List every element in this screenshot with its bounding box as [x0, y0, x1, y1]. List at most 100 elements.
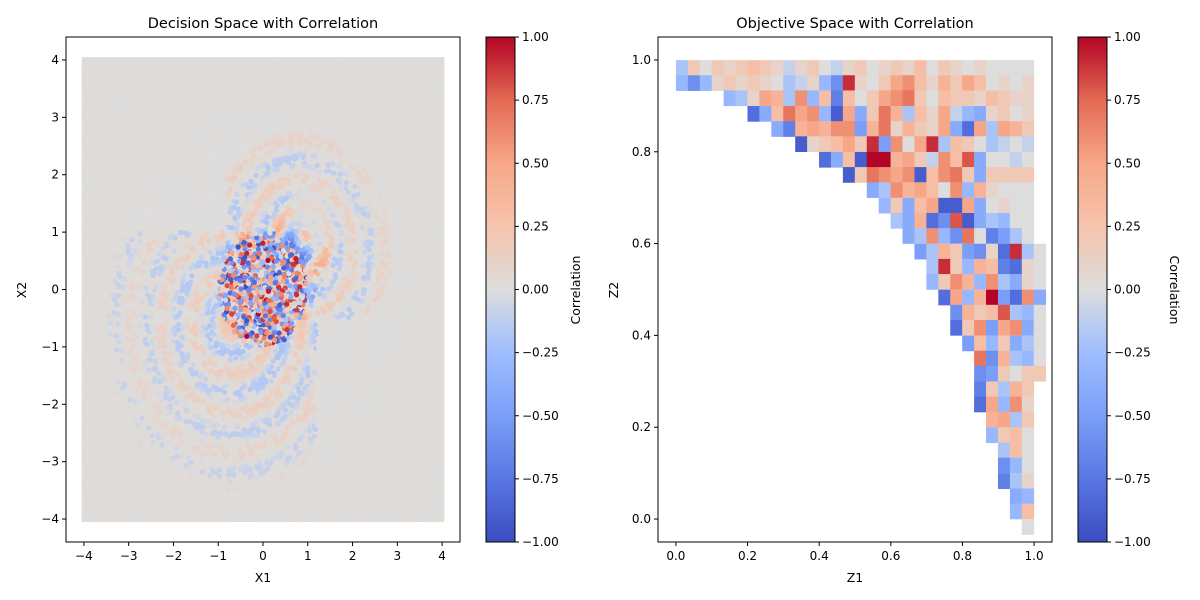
- scatter-point: [421, 153, 427, 159]
- scatter-point: [215, 206, 222, 212]
- scatter-point: [172, 356, 178, 362]
- scatter-point: [376, 322, 382, 328]
- scatter-point: [336, 266, 342, 272]
- scatter-point: [246, 217, 252, 223]
- scatter-point: [151, 296, 157, 302]
- scatter-point: [309, 183, 315, 189]
- scatter-point: [123, 237, 129, 243]
- scatter-point: [343, 206, 349, 212]
- scatter-point: [180, 57, 186, 63]
- scatter-point: [342, 80, 348, 86]
- scatter-point: [286, 159, 292, 165]
- scatter-point: [274, 443, 281, 449]
- scatter-point: [341, 429, 347, 435]
- scatter-point: [190, 192, 196, 199]
- scatter-point: [240, 97, 246, 103]
- scatter-point: [293, 58, 299, 64]
- scatter-point: [295, 385, 302, 392]
- scatter-point: [425, 177, 431, 183]
- scatter-point: [92, 507, 98, 513]
- scatter-point: [345, 189, 351, 195]
- scatter-point: [355, 268, 361, 274]
- scatter-point: [395, 308, 401, 314]
- scatter-point: [271, 455, 277, 461]
- scatter-point: [387, 169, 393, 176]
- scatter-point: [377, 447, 383, 453]
- scatter-point: [220, 480, 226, 486]
- scatter-point: [393, 514, 399, 520]
- scatter-point: [132, 418, 138, 425]
- scatter-point: [340, 267, 346, 273]
- scatter-point: [134, 162, 140, 168]
- scatter-point: [407, 321, 413, 327]
- scatter-point: [270, 114, 276, 120]
- scatter-point: [304, 332, 310, 339]
- scatter-point: [274, 125, 280, 131]
- scatter-point: [334, 351, 340, 357]
- scatter-point: [275, 88, 281, 94]
- scatter-point: [183, 257, 189, 263]
- scatter-point: [275, 388, 281, 394]
- scatter-point: [194, 75, 201, 81]
- scatter-point: [316, 291, 322, 297]
- scatter-point: [187, 81, 193, 87]
- scatter-point: [87, 371, 93, 377]
- scatter-point: [347, 508, 353, 514]
- scatter-point: [361, 360, 367, 366]
- scatter-point: [206, 302, 212, 308]
- scatter-point: [263, 379, 269, 385]
- scatter-point: [244, 333, 250, 339]
- scatter-point: [279, 243, 285, 249]
- scatter-point: [408, 387, 415, 393]
- scatter-point: [247, 483, 253, 489]
- scatter-point: [239, 355, 245, 361]
- scatter-point: [183, 210, 189, 217]
- scatter-point: [150, 208, 156, 214]
- scatter-point: [272, 108, 278, 114]
- scatter-point: [351, 332, 357, 339]
- scatter-point: [221, 221, 227, 228]
- scatter-point: [341, 70, 347, 76]
- scatter-point: [308, 263, 314, 269]
- scatter-point: [302, 194, 309, 200]
- scatter-point: [403, 324, 409, 330]
- scatter-point: [236, 377, 242, 383]
- scatter-point: [385, 462, 391, 468]
- scatter-point: [191, 391, 197, 397]
- scatter-point: [157, 221, 163, 227]
- scatter-point: [244, 73, 250, 79]
- scatter-point: [249, 124, 255, 131]
- scatter-point: [235, 221, 241, 227]
- scatter-point: [107, 261, 113, 267]
- scatter-point: [110, 82, 116, 88]
- scatter-point: [123, 459, 129, 465]
- scatter-point: [83, 479, 89, 485]
- scatter-point: [419, 383, 425, 389]
- scatter-point: [361, 82, 367, 88]
- scatter-point: [413, 378, 419, 384]
- scatter-point: [407, 271, 413, 277]
- scatter-point: [91, 274, 97, 281]
- scatter-point: [421, 290, 427, 296]
- scatter-point: [136, 208, 142, 214]
- scatter-point: [245, 108, 251, 114]
- scatter-point: [385, 268, 391, 274]
- scatter-point: [203, 207, 209, 213]
- scatter-point: [267, 126, 273, 132]
- scatter-point: [285, 344, 291, 350]
- scatter-point: [140, 271, 146, 277]
- scatter-point: [419, 295, 425, 301]
- scatter-point: [428, 99, 434, 105]
- scatter-point: [162, 350, 168, 356]
- scatter-point: [316, 403, 322, 409]
- scatter-point: [218, 368, 224, 374]
- scatter-point: [257, 460, 263, 466]
- scatter-point: [94, 245, 100, 251]
- scatter-point: [208, 211, 214, 217]
- scatter-point: [268, 139, 274, 145]
- scatter-point: [382, 231, 388, 237]
- scatter-point: [325, 490, 331, 496]
- scatter-point: [249, 516, 256, 522]
- scatter-point: [163, 297, 169, 303]
- scatter-point: [170, 456, 176, 462]
